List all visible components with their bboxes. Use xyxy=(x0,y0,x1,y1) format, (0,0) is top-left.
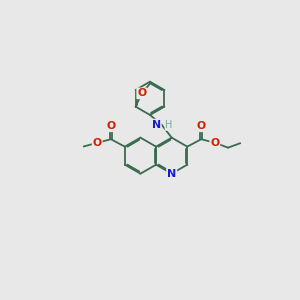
Text: N: N xyxy=(167,169,176,179)
Text: O: O xyxy=(93,138,102,148)
Text: O: O xyxy=(106,121,116,131)
Text: H: H xyxy=(165,120,173,130)
Text: O: O xyxy=(137,88,146,98)
Text: O: O xyxy=(210,138,219,148)
Text: O: O xyxy=(197,121,206,131)
Text: N: N xyxy=(152,120,161,130)
